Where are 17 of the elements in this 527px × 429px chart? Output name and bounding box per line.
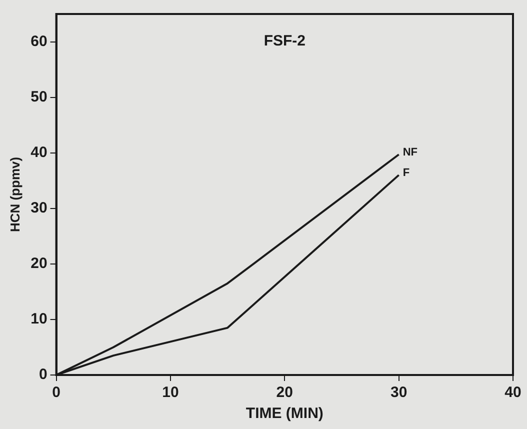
series-label: F <box>402 167 410 180</box>
y-axis-title: HCN (ppmv) <box>7 156 22 232</box>
y-tick-label: 50 <box>30 88 48 106</box>
x-axis-title: TIME (MIN) <box>246 405 324 422</box>
y-tick-label: 20 <box>30 255 48 272</box>
y-tick-label: 60 <box>30 32 48 50</box>
series-label: NF <box>402 146 418 159</box>
x-tick-label: 40 <box>504 384 522 402</box>
y-tick-label: 30 <box>30 200 48 217</box>
x-tick-label: 10 <box>162 384 179 402</box>
text: FSF-2 <box>264 32 306 50</box>
y-tick-label: 10 <box>30 310 48 328</box>
y-tick-label: 0 <box>38 366 48 384</box>
x-tick-label: 20 <box>276 384 293 402</box>
x-tick-label: 30 <box>390 384 408 402</box>
x-tick-label: 0 <box>52 384 60 402</box>
y-tick-label: 40 <box>30 144 48 161</box>
